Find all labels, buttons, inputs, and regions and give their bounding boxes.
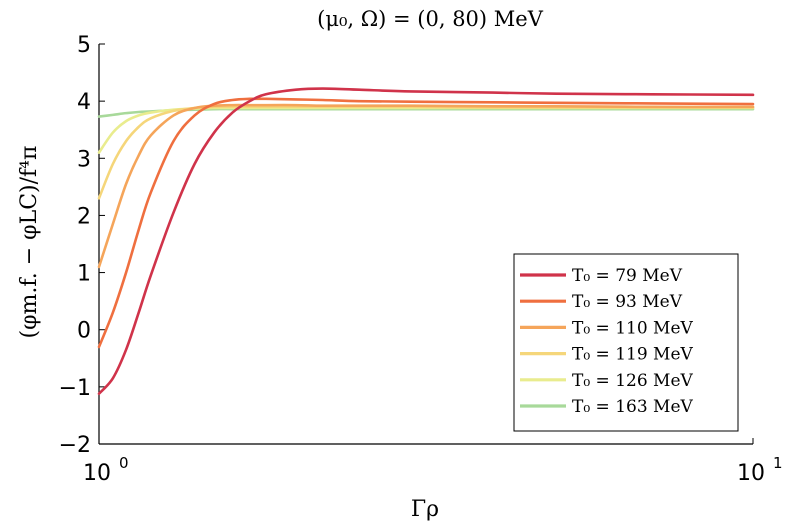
y-tick-label: 5 bbox=[77, 33, 91, 58]
y-tick-label: 0 bbox=[77, 319, 91, 344]
legend-box bbox=[513, 253, 739, 432]
x-tick-label: 10 bbox=[83, 461, 111, 486]
y-ticks: −2 −1 0 1 2 3 4 5 bbox=[59, 33, 105, 458]
legend-label: T₀ = 119 MeV bbox=[572, 345, 694, 365]
x-tick-exponent: 0 bbox=[119, 454, 129, 472]
y-tick-label: 2 bbox=[77, 204, 91, 229]
chart-title: (μ₀, Ω) = (0, 80) MeV bbox=[317, 7, 544, 31]
series-line bbox=[97, 105, 755, 200]
x-tick-exponent: 1 bbox=[773, 454, 783, 472]
legend-label: T₀ = 163 MeV bbox=[572, 397, 694, 417]
x-tick-label: 10 bbox=[737, 461, 765, 486]
legend: T₀ = 79 MeV T₀ = 93 MeV T₀ = 110 MeV T₀ = 1… bbox=[513, 253, 739, 432]
x-axis-label: Γρ bbox=[411, 497, 439, 522]
y-tick-label: 3 bbox=[77, 147, 91, 172]
legend-label: T₀ = 126 MeV bbox=[572, 371, 694, 391]
series-line bbox=[97, 103, 755, 269]
y-tick-label: −2 bbox=[59, 433, 91, 458]
y-axis-label: (φm.f. − φLC)/f⁴π bbox=[17, 146, 42, 339]
y-tick-label: 4 bbox=[77, 90, 91, 115]
legend-label: T₀ = 110 MeV bbox=[572, 318, 694, 338]
series-line bbox=[97, 87, 755, 396]
legend-label: T₀ = 79 MeV bbox=[572, 266, 683, 286]
x-ticks: 10 0 10 1 bbox=[83, 438, 783, 486]
series-lines bbox=[97, 87, 755, 396]
legend-label: T₀ = 93 MeV bbox=[572, 292, 683, 312]
y-tick-label: −1 bbox=[59, 376, 91, 401]
y-tick-label: 1 bbox=[77, 262, 91, 287]
